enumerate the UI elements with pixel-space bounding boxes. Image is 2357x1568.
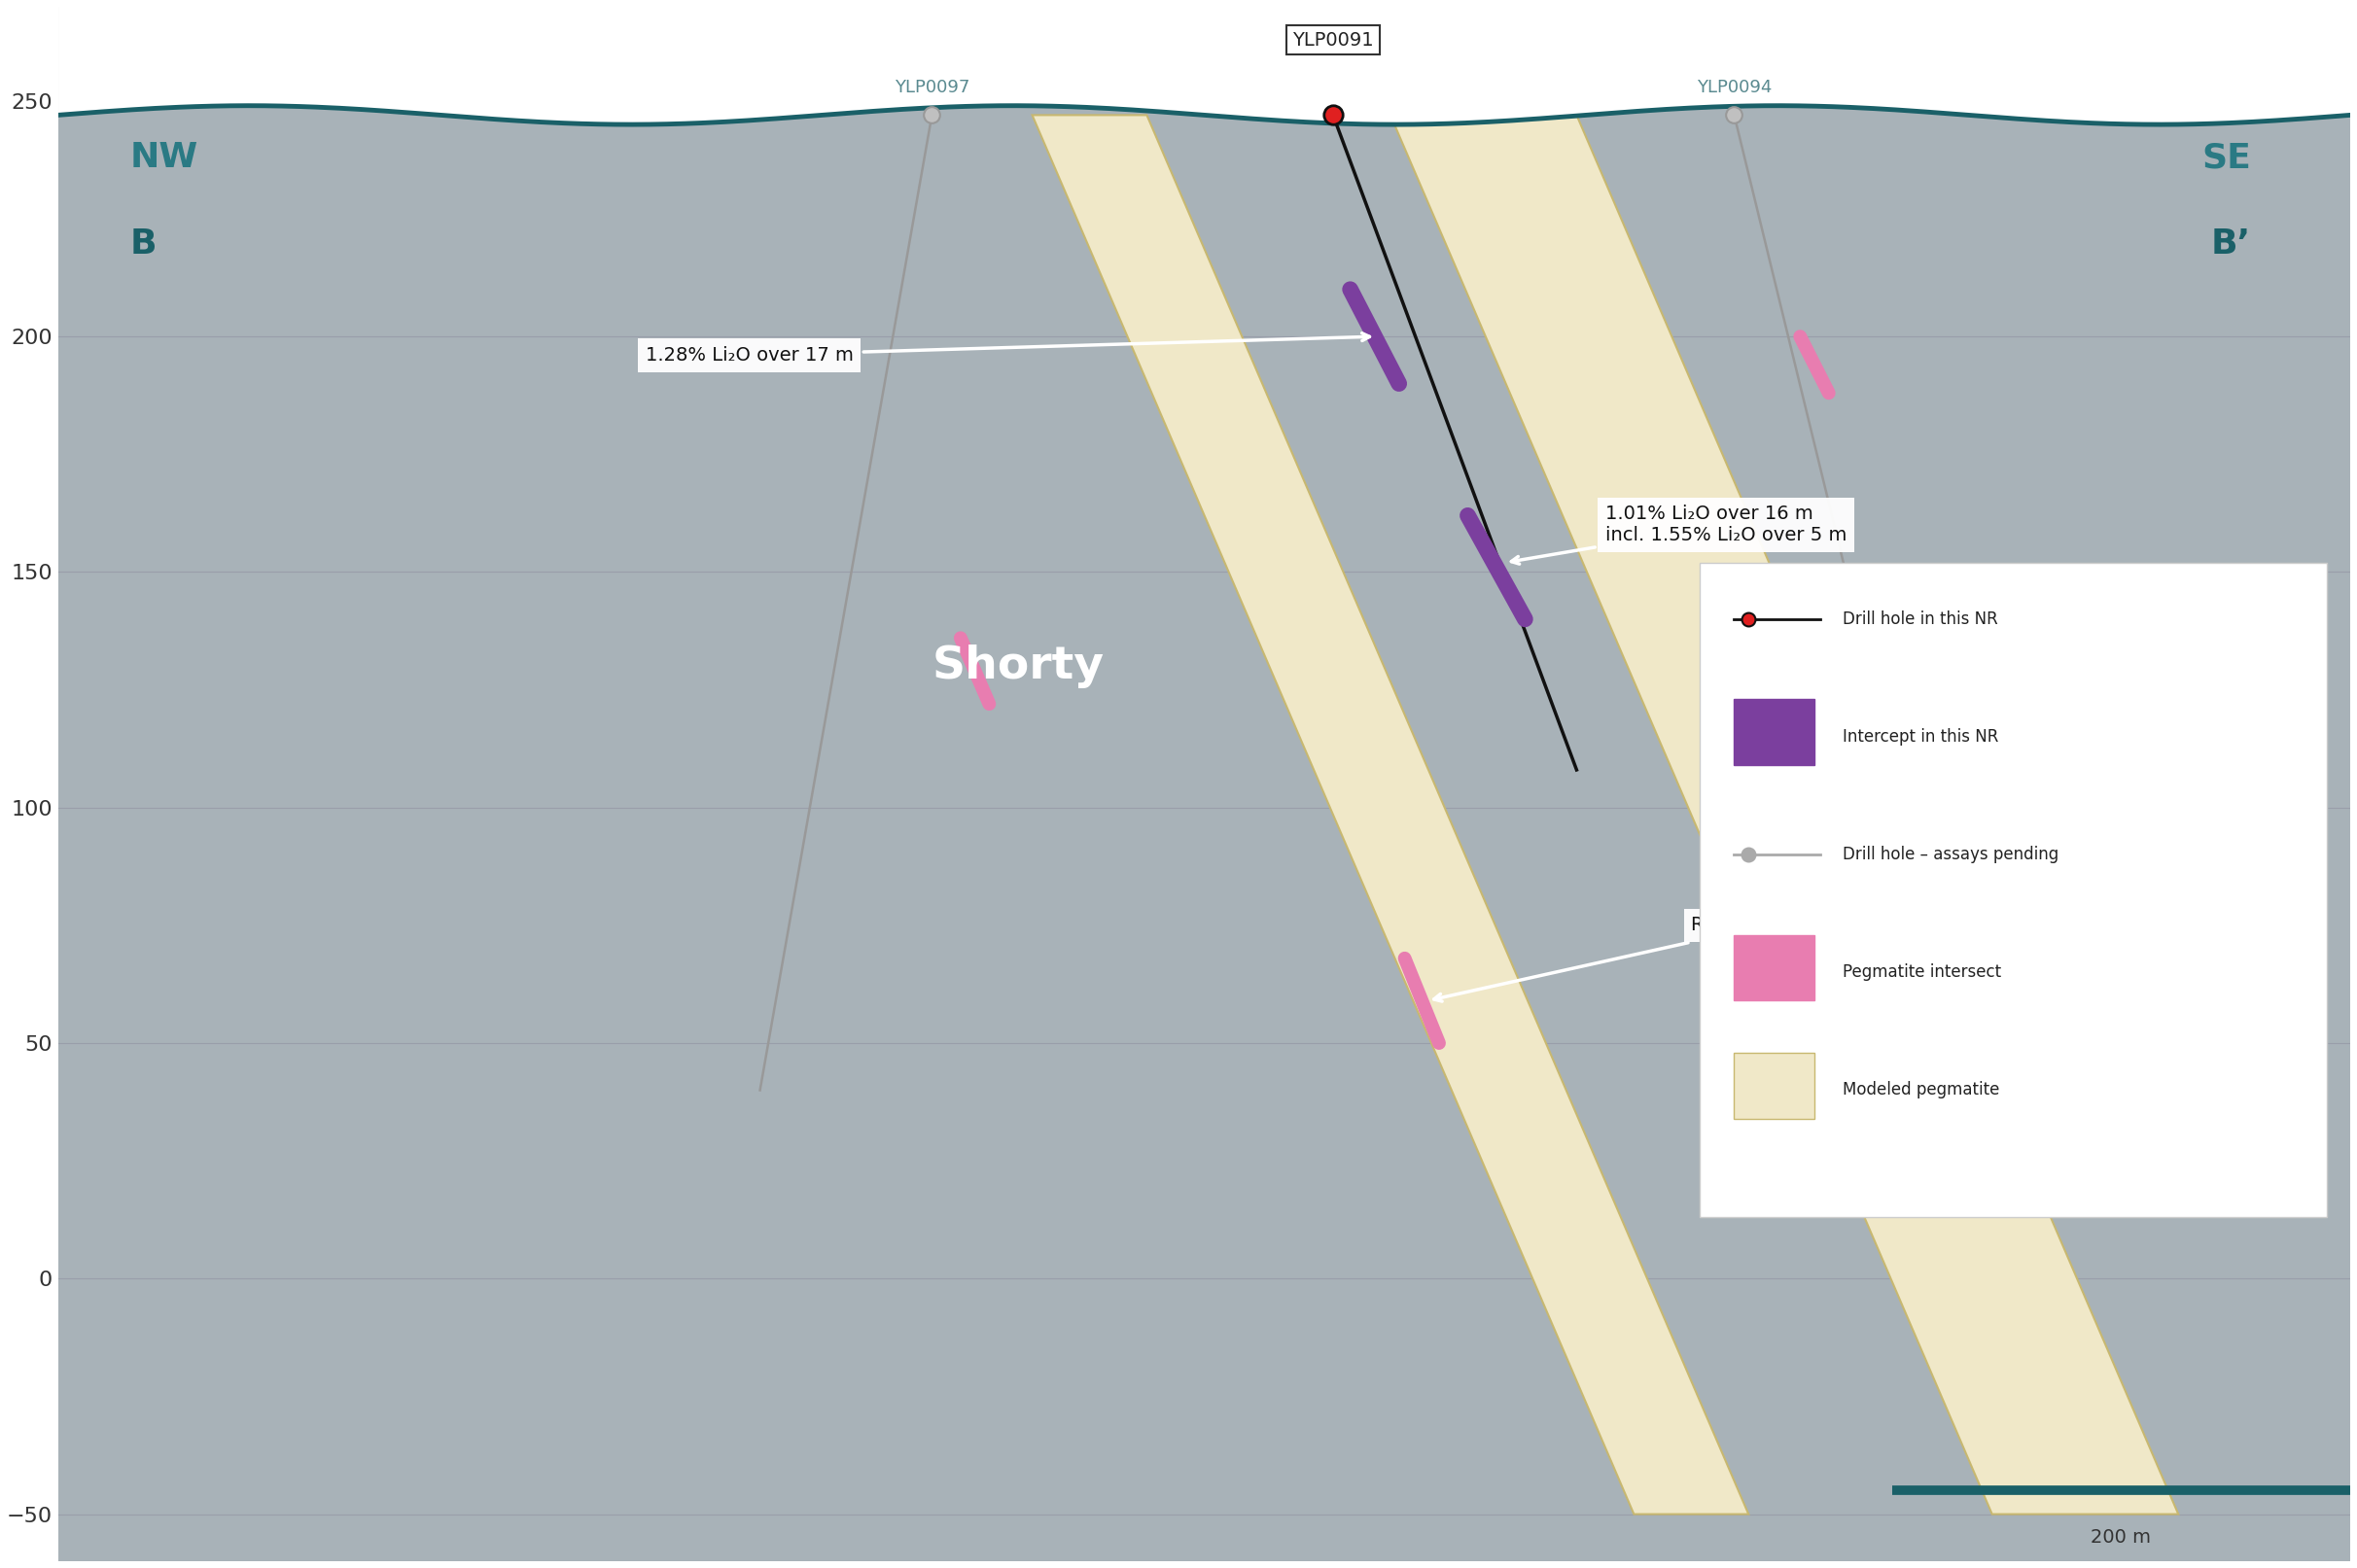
Text: B’: B’ xyxy=(2211,227,2251,260)
Polygon shape xyxy=(1391,114,2178,1515)
Text: Results Pending: Results Pending xyxy=(1433,916,1841,1002)
Text: Drill hole in this NR: Drill hole in this NR xyxy=(1843,610,1999,627)
Text: Shorty: Shorty xyxy=(931,644,1103,688)
Text: Pegmatite intersect: Pegmatite intersect xyxy=(1843,964,2001,982)
Text: YLP0094: YLP0094 xyxy=(1697,78,1772,96)
Bar xyxy=(1735,1052,1815,1118)
Bar xyxy=(1735,935,1815,1000)
Text: YLP0091: YLP0091 xyxy=(1292,31,1374,49)
Text: B: B xyxy=(130,227,156,260)
Text: 1.28% Li₂O over 17 m: 1.28% Li₂O over 17 m xyxy=(646,332,1369,365)
Text: Modeled pegmatite: Modeled pegmatite xyxy=(1843,1082,2001,1099)
Bar xyxy=(1735,699,1815,765)
FancyBboxPatch shape xyxy=(1699,563,2326,1217)
Text: YLP0097: YLP0097 xyxy=(893,78,969,96)
Text: NW: NW xyxy=(130,141,198,174)
Text: 1.01% Li₂O over 16 m
incl. 1.55% Li₂O over 5 m: 1.01% Li₂O over 16 m incl. 1.55% Li₂O ov… xyxy=(1511,505,1848,564)
Text: Drill hole – assays pending: Drill hole – assays pending xyxy=(1843,845,2060,864)
Text: Intercept in this NR: Intercept in this NR xyxy=(1843,728,1999,746)
Polygon shape xyxy=(1032,114,1749,1515)
Text: 200 m: 200 m xyxy=(2091,1529,2152,1546)
Text: SE: SE xyxy=(2201,141,2251,174)
